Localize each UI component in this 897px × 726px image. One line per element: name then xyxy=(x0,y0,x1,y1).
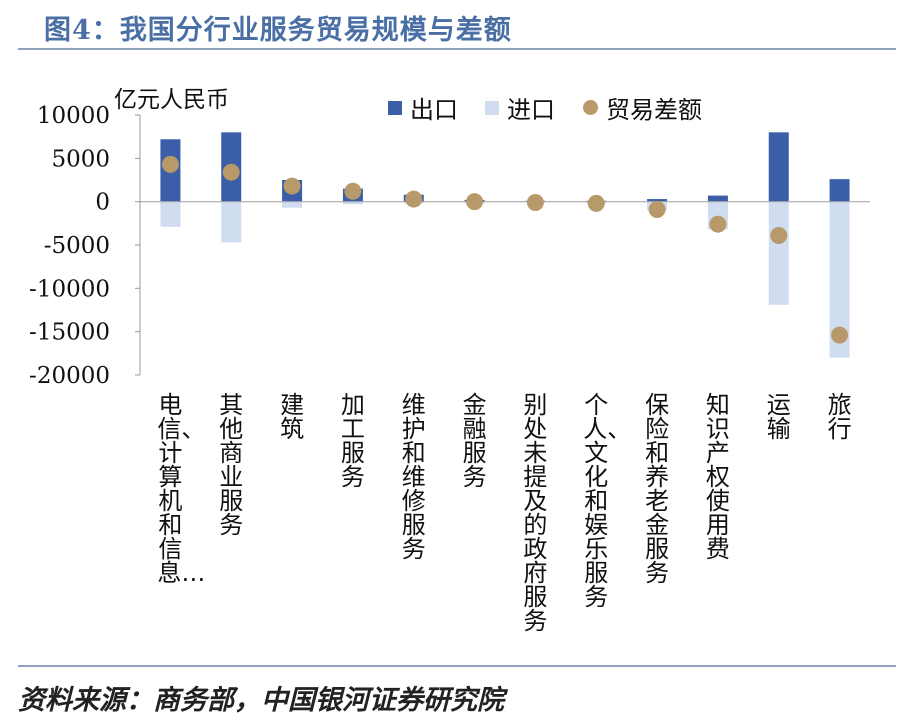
balance-point xyxy=(405,190,423,208)
y-tick-label: -20000 xyxy=(29,363,110,389)
legend-item-export: 出口 xyxy=(388,90,458,125)
balance-point xyxy=(587,194,605,212)
bar-export xyxy=(647,199,668,202)
x-category-label: 保险和养老金服务 xyxy=(645,391,670,587)
x-category-label: 别处未提及的政府服务 xyxy=(523,391,548,635)
bar-import xyxy=(160,201,181,227)
balance-point xyxy=(526,194,544,212)
bar-import xyxy=(221,201,242,243)
top-divider xyxy=(18,48,896,50)
y-tick-label: 0 xyxy=(95,190,110,216)
x-category-label: 电信、计算机和信息… xyxy=(157,391,206,587)
y-tick-label: 5000 xyxy=(51,146,110,172)
import-swatch xyxy=(485,100,499,115)
balance-point xyxy=(161,155,179,173)
bar-import xyxy=(342,201,363,205)
y-axis-unit-label: 亿元人民币 xyxy=(114,87,229,113)
x-category-label: 旅行 xyxy=(827,391,852,443)
balance-point xyxy=(709,215,727,233)
export-swatch xyxy=(388,100,402,115)
x-category-label: 建筑 xyxy=(280,391,305,443)
bar-import xyxy=(768,201,789,305)
x-category-label: 加工服务 xyxy=(340,391,365,491)
legend-label-balance: 贸易差额 xyxy=(606,96,702,124)
balance-point xyxy=(648,200,666,218)
bar-import xyxy=(282,201,303,208)
bar-export xyxy=(707,195,728,202)
x-category-label: 金融服务 xyxy=(462,391,487,491)
bottom-divider xyxy=(18,665,896,667)
y-tick-label: 10000 xyxy=(37,103,110,129)
balance-swatch xyxy=(583,100,598,115)
y-tick-label: -10000 xyxy=(29,276,110,302)
x-category-label: 知识产权使用费 xyxy=(705,391,730,563)
legend-label-export: 出口 xyxy=(410,96,458,124)
balance-point xyxy=(222,163,240,181)
x-category-label: 个人、文化和娱乐服务 xyxy=(583,391,632,611)
balance-point xyxy=(344,182,362,200)
legend-item-import: 进口 xyxy=(485,90,555,125)
source-note: 资料来源：商务部，中国银河证券研究院 xyxy=(18,685,504,716)
bar-export xyxy=(829,179,850,202)
x-category-label: 运输 xyxy=(766,391,791,443)
balance-point xyxy=(283,177,301,195)
y-tick-label: -5000 xyxy=(44,233,110,259)
balance-point xyxy=(770,226,788,244)
y-tick-label: -15000 xyxy=(29,320,110,346)
figure-title: 图4：我国分行业服务贸易规模与差额 xyxy=(44,15,512,46)
bar-import xyxy=(829,201,850,358)
x-category-label: 其他商业服务 xyxy=(219,391,244,539)
legend-label-import: 进口 xyxy=(507,96,555,124)
balance-point xyxy=(466,193,484,211)
legend-item-balance: 贸易差额 xyxy=(583,90,702,125)
balance-point xyxy=(831,326,849,344)
x-category-label: 维护和维修服务 xyxy=(401,391,426,563)
bar-export xyxy=(768,132,789,202)
